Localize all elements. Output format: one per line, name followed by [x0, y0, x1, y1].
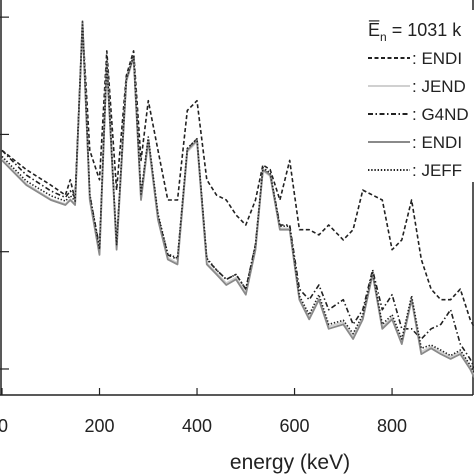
series-line [1, 21, 474, 375]
x-tick-label: 200 [84, 416, 114, 436]
legend-title: E̅n = 1031 k [368, 20, 462, 44]
legend-background [362, 10, 474, 182]
legend-label: : ENDI [412, 133, 462, 152]
legend-label: : G4ND [412, 105, 469, 124]
legend-title-text: = 1031 k [387, 20, 463, 40]
legend-label: : JEND [412, 77, 466, 96]
series-line [1, 25, 474, 329]
series-line [1, 20, 474, 380]
legend-title-symbol: E̅ [368, 20, 380, 40]
x-tick-label: 600 [280, 416, 310, 436]
legend-label: : JEFF [412, 161, 462, 180]
x-tick-label: 0 [0, 416, 8, 436]
x-tick-label: 400 [182, 416, 212, 436]
x-tick-label: 800 [377, 416, 407, 436]
legend-label: : ENDI [412, 49, 462, 68]
legend-title-subscript: n [380, 30, 387, 44]
x-axis-label: energy (keV) [230, 451, 350, 474]
